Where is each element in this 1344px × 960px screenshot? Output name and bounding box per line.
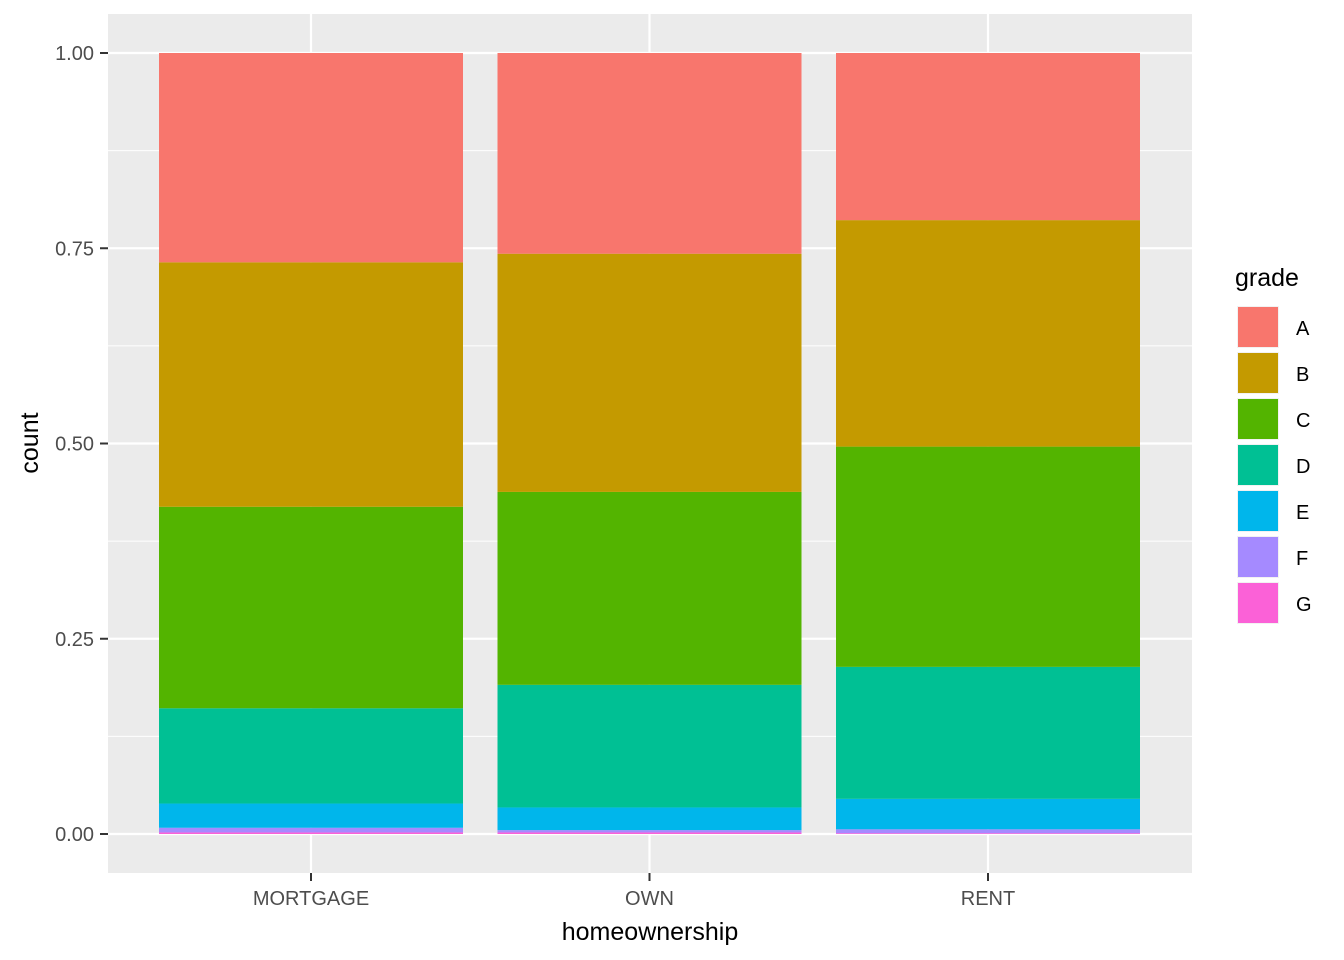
bar-mortgage-g xyxy=(159,832,463,834)
bar-rent-d xyxy=(836,666,1140,799)
bar-own-c xyxy=(497,491,802,685)
bar-mortgage-b xyxy=(159,262,463,507)
legend-label-g: G xyxy=(1296,594,1312,616)
bar-own-e xyxy=(497,807,802,831)
y-tick-label-2: 0.50 xyxy=(55,434,94,456)
bar-rent-e xyxy=(836,798,1140,830)
bar-mortgage-f xyxy=(159,827,463,833)
y-axis-title: count xyxy=(16,412,44,473)
bar-rent-g xyxy=(836,833,1140,834)
bars-layer xyxy=(159,53,1140,834)
legend-swatch-a xyxy=(1238,307,1278,347)
bar-rent-b xyxy=(836,220,1140,447)
legend-label-b: B xyxy=(1296,364,1309,386)
legend: grade A B C D E F G xyxy=(1235,264,1312,624)
x-tick-label-0: MORTGAGE xyxy=(253,888,369,910)
bar-own-b xyxy=(497,253,802,492)
legend-items: A B C D E F G xyxy=(1237,306,1312,624)
legend-label-a: A xyxy=(1296,318,1310,340)
bar-own-a xyxy=(497,53,802,254)
y-tick-label-1: 0.25 xyxy=(55,629,94,651)
bar-own-d xyxy=(497,684,802,808)
legend-label-c: C xyxy=(1296,410,1310,432)
legend-swatch-g xyxy=(1238,583,1278,623)
legend-swatch-b xyxy=(1238,353,1278,393)
bar-rent-c xyxy=(836,446,1140,667)
x-axis-title: homeownership xyxy=(562,918,739,946)
bar-mortgage-c xyxy=(159,506,463,709)
bar-mortgage-a xyxy=(159,53,463,263)
y-tick-label-4: 1.00 xyxy=(55,43,94,65)
legend-swatch-e xyxy=(1238,491,1278,531)
legend-label-e: E xyxy=(1296,502,1309,524)
legend-swatch-f xyxy=(1238,537,1278,577)
legend-swatch-d xyxy=(1238,445,1278,485)
legend-label-f: F xyxy=(1296,548,1308,570)
bar-own-f xyxy=(497,830,802,833)
legend-label-d: D xyxy=(1296,456,1310,478)
x-tick-label-2: RENT xyxy=(961,888,1015,910)
bar-own-g xyxy=(497,832,802,834)
bar-mortgage-d xyxy=(159,708,463,804)
bar-mortgage-e xyxy=(159,803,463,828)
y-axis: 0.00 0.25 0.50 0.75 1.00 xyxy=(55,43,108,846)
bar-rent-a xyxy=(836,53,1140,221)
legend-title: grade xyxy=(1235,264,1299,292)
y-tick-label-0: 0.00 xyxy=(55,824,94,846)
x-axis: MORTGAGE OWN RENT xyxy=(253,873,1015,910)
y-tick-label-3: 0.75 xyxy=(55,238,94,260)
legend-swatch-c xyxy=(1238,399,1278,439)
bar-rent-f xyxy=(836,829,1140,834)
x-tick-label-1: OWN xyxy=(625,888,674,910)
